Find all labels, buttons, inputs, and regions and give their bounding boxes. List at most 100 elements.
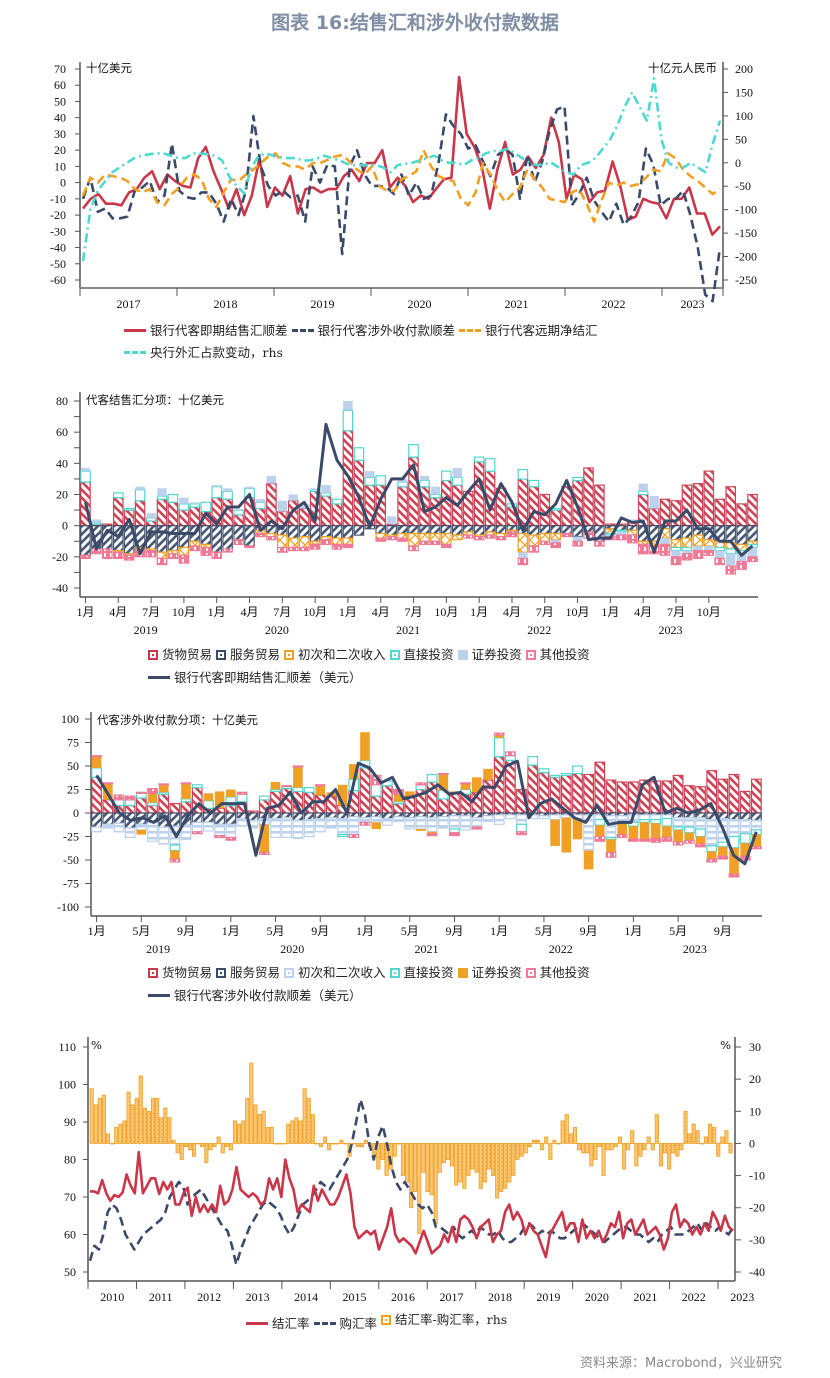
y-tick-label: -40 — [52, 581, 68, 595]
bar-5-43 — [572, 818, 583, 840]
legend-item: 直接投资 — [389, 645, 454, 664]
bar-3-25 — [370, 816, 382, 823]
diff-bar-99 — [495, 1143, 500, 1199]
bar-5-17 — [266, 475, 277, 484]
bar-4-41 — [528, 479, 540, 488]
diff-bar-119 — [577, 1143, 582, 1151]
bar-5-44 — [583, 850, 594, 870]
y-tick-label: 100 — [61, 712, 79, 726]
diff-bar-27 — [200, 1143, 205, 1148]
bar-6-7 — [169, 858, 181, 863]
y-tick-label-right: 200 — [735, 62, 753, 76]
diff-bar-60 — [335, 1143, 340, 1145]
legend-label: 货物贸易 — [162, 647, 213, 662]
diff-bar-133 — [634, 1143, 639, 1167]
bar-4-19 — [303, 786, 315, 793]
bar-5-23 — [349, 764, 359, 780]
source-note: 资料来源：Macrobond，兴业研究 — [579, 1356, 782, 1371]
diff-bar-146 — [687, 1133, 692, 1144]
x-tick-label: 2023 — [730, 1290, 754, 1304]
diff-bar-96 — [482, 1143, 487, 1183]
x-year-label: 2021 — [415, 942, 439, 956]
legend-label: 货物贸易 — [162, 965, 213, 980]
x-tick-label: 4月 — [372, 605, 390, 619]
legend-item: 直接投资 — [389, 963, 454, 982]
diff-bar-91 — [462, 1143, 467, 1189]
bar-5-10 — [190, 502, 200, 504]
x-tick-label: 1月 — [222, 924, 240, 938]
bar-2-25 — [353, 525, 365, 536]
diff-bar-136 — [646, 1136, 651, 1144]
bar-6-51 — [637, 543, 649, 555]
diff-bar-149 — [699, 1143, 704, 1145]
y-tick-label-left: 40 — [54, 111, 66, 125]
legend-label: 银行代客即期结售汇顺差 — [150, 323, 288, 338]
legend-line-icon — [148, 675, 170, 679]
bar-3-34 — [452, 534, 463, 541]
series-line-2 — [81, 105, 722, 303]
diff-bar-14 — [146, 1110, 152, 1144]
bar-5-6 — [146, 513, 156, 518]
bar-5-59 — [751, 834, 762, 847]
diff-bar-20 — [171, 1139, 176, 1144]
bar-3-6 — [158, 826, 170, 845]
settlement-rate-line — [90, 1150, 734, 1259]
diff-bar-41 — [257, 1114, 262, 1144]
bar-6-38 — [516, 831, 527, 836]
bar-4-39 — [527, 755, 539, 766]
diff-bar-137 — [650, 1143, 655, 1151]
diff-bar-65 — [355, 1143, 360, 1148]
bar-4-37 — [484, 458, 496, 472]
x-tick-label: 5月 — [132, 924, 150, 938]
x-tick-label: 10月 — [303, 605, 327, 619]
bar-6-13 — [236, 791, 248, 795]
diff-bar-125 — [601, 1143, 606, 1176]
diff-bar-29 — [208, 1143, 213, 1151]
diff-bar-23 — [183, 1143, 188, 1148]
bar-5-0 — [91, 756, 102, 768]
diff-bar-50 — [294, 1117, 299, 1144]
diff-bar-13 — [142, 1107, 147, 1144]
bar-4-49 — [615, 529, 627, 533]
y-tick-label: 50 — [67, 759, 79, 773]
series-line-1 — [81, 75, 721, 236]
bar-6-35 — [462, 534, 474, 539]
bar-4-7 — [156, 495, 168, 500]
bar-6-3 — [112, 551, 124, 560]
bar-6-56 — [717, 855, 729, 860]
diff-bar-2 — [97, 1098, 102, 1144]
diff-bar-131 — [626, 1143, 631, 1151]
x-tick-label: 9月 — [311, 924, 329, 938]
bar-5-51 — [638, 483, 648, 492]
bar-6-32 — [430, 540, 441, 545]
diff-bar-30 — [212, 1143, 217, 1148]
y-tick-label-right: -200 — [735, 250, 757, 264]
legend-swatch-icon — [216, 649, 227, 660]
y-tick-label-left: 70 — [64, 1190, 76, 1204]
legend-label: 结汇率 — [272, 1315, 310, 1331]
bar-3-36 — [493, 814, 505, 825]
bar-6-33 — [460, 782, 471, 785]
bar-6-6 — [158, 783, 170, 786]
legend-item: 服务贸易 — [216, 645, 280, 664]
bar-4-9 — [178, 503, 190, 511]
y-tick-label-left: 0 — [60, 176, 66, 190]
y-tick-label-left: -60 — [50, 273, 66, 287]
x-tick-label: 2011 — [149, 1290, 173, 1304]
diff-bar-31 — [216, 1136, 221, 1144]
legend-chart-2: 货物贸易 服务贸易 初次和二次收入 直接投资 证券投资 其他投资 银行代客即期结售汇顺差（美… — [148, 645, 708, 687]
legend-line-icon — [459, 329, 482, 332]
bar-5-45 — [572, 536, 583, 542]
y-tick-label-right: -150 — [735, 226, 757, 240]
bar-6-31 — [437, 772, 449, 775]
diff-bar-77 — [404, 1143, 410, 1183]
bar-6-45 — [572, 540, 583, 547]
diff-bar-144 — [679, 1143, 684, 1151]
diff-bar-56 — [318, 1143, 324, 1148]
diff-bar-6 — [114, 1127, 119, 1144]
y-tick-label-left: 90 — [64, 1115, 76, 1129]
bar-5-46 — [606, 839, 616, 853]
diff-bar-24 — [187, 1143, 193, 1151]
legend-item: 结汇率-购汇率，rhs — [381, 1310, 507, 1329]
bar-6-8 — [180, 782, 192, 785]
